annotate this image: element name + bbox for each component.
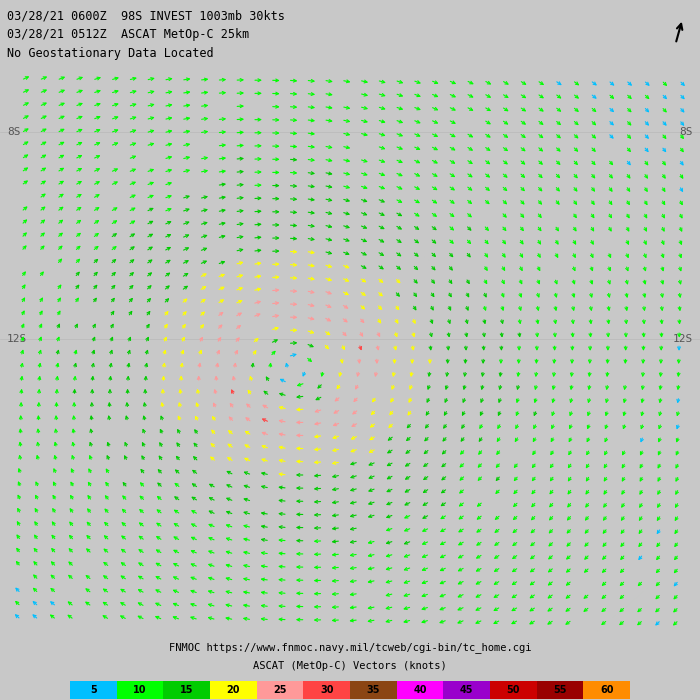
FancyBboxPatch shape — [537, 681, 583, 699]
FancyBboxPatch shape — [490, 681, 537, 699]
FancyBboxPatch shape — [443, 681, 490, 699]
Text: 15: 15 — [180, 685, 193, 695]
Text: ASCAT (MetOp-C) Vectors (knots): ASCAT (MetOp-C) Vectors (knots) — [253, 661, 447, 671]
Text: 20: 20 — [227, 685, 240, 695]
Text: 60: 60 — [600, 685, 613, 695]
Text: No Geostationary Data Located: No Geostationary Data Located — [7, 48, 214, 60]
Text: FNMOC https://www.fnmoc.navy.mil/tcweb/cgi-bin/tc_home.cgi: FNMOC https://www.fnmoc.navy.mil/tcweb/c… — [169, 642, 531, 653]
Text: 40: 40 — [413, 685, 427, 695]
FancyBboxPatch shape — [303, 681, 350, 699]
Text: 10: 10 — [133, 685, 147, 695]
Text: 8S: 8S — [7, 127, 20, 137]
Text: 03/28/21 0600Z  98S INVEST 1003mb 30kts: 03/28/21 0600Z 98S INVEST 1003mb 30kts — [7, 10, 285, 22]
Text: 35: 35 — [367, 685, 380, 695]
Text: 30: 30 — [320, 685, 333, 695]
FancyBboxPatch shape — [163, 681, 210, 699]
FancyBboxPatch shape — [210, 681, 257, 699]
Text: 03/28/21 0512Z  ASCAT MetOp-C 25km: 03/28/21 0512Z ASCAT MetOp-C 25km — [7, 28, 249, 41]
FancyBboxPatch shape — [583, 681, 630, 699]
Text: 12S: 12S — [673, 333, 693, 344]
FancyBboxPatch shape — [350, 681, 397, 699]
Text: 45: 45 — [460, 685, 473, 695]
FancyBboxPatch shape — [70, 681, 117, 699]
FancyBboxPatch shape — [257, 681, 303, 699]
FancyBboxPatch shape — [397, 681, 443, 699]
Text: 8S: 8S — [680, 127, 693, 137]
Text: 55: 55 — [553, 685, 567, 695]
FancyBboxPatch shape — [117, 681, 163, 699]
Text: 12S: 12S — [7, 333, 27, 344]
Text: 5: 5 — [90, 685, 97, 695]
Text: 25: 25 — [273, 685, 287, 695]
Text: 50: 50 — [507, 685, 520, 695]
